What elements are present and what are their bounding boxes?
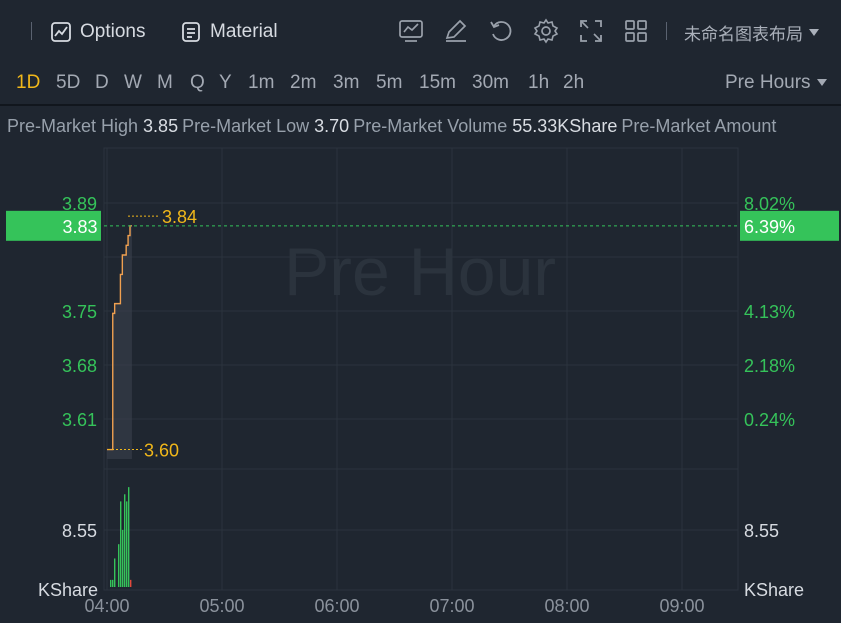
draw-pencil-icon[interactable] bbox=[443, 18, 469, 44]
volume-axis-label: 8.55 bbox=[744, 521, 779, 541]
period-tab-15m[interactable]: 15m bbox=[419, 72, 456, 93]
period-tab-5d[interactable]: 5D bbox=[56, 72, 81, 93]
fullscreen-icon[interactable] bbox=[578, 18, 604, 44]
volume-unit-label: KShare bbox=[38, 580, 98, 600]
period-tab-m[interactable]: M bbox=[157, 72, 173, 93]
percent-axis-label: 2.18% bbox=[744, 356, 795, 376]
price-axis-label: 3.89 bbox=[62, 194, 97, 214]
stat-label: Pre-Market High bbox=[7, 116, 144, 136]
current-change-tag bbox=[740, 210, 839, 241]
settings-gear-icon[interactable] bbox=[533, 18, 559, 44]
period-tab-q[interactable]: Q bbox=[190, 72, 205, 93]
volume-bar bbox=[124, 494, 126, 587]
volume-unit-label: KShare bbox=[744, 580, 804, 600]
period-tab-5m[interactable]: 5m bbox=[376, 72, 403, 93]
time-axis-label: 08:00 bbox=[544, 596, 589, 616]
toolbar-divider bbox=[31, 22, 32, 40]
period-tab-2m[interactable]: 2m bbox=[290, 72, 317, 93]
period-tabs: 1D 5D D W M Q Y 1m 2m 3m 5m 15m 30m 1h 2h Pre Hours bbox=[0, 62, 841, 106]
material-label: Material bbox=[210, 21, 278, 42]
volume-bar bbox=[128, 487, 130, 587]
current-price-tag bbox=[6, 210, 101, 241]
price-line bbox=[107, 225, 132, 451]
volume-axis-label: 8.55 bbox=[62, 521, 97, 541]
options-button[interactable]: Options bbox=[50, 18, 145, 46]
percent-axis-label: 8.02% bbox=[744, 194, 795, 214]
caret-down-icon bbox=[809, 28, 819, 36]
high-marker-label: 3.84 bbox=[162, 207, 197, 227]
stat-label: Pre-Market Amount bbox=[621, 116, 777, 136]
price-chart[interactable]: Pre Hour 3.89 3.75 3.68 3.61 8.02% 4.13% 2.18% 0… bbox=[0, 144, 841, 623]
percent-axis-label: 0.24% bbox=[744, 410, 795, 430]
options-label: Options bbox=[80, 21, 146, 42]
period-tab-1h[interactable]: 1h bbox=[528, 72, 550, 93]
top-toolbar: Options Material 未命名图表布局 bbox=[0, 0, 841, 62]
watermark-text: Pre Hour bbox=[284, 234, 556, 310]
volume-bar bbox=[126, 501, 128, 587]
volume-bar bbox=[118, 544, 120, 587]
time-axis-label: 09:00 bbox=[659, 596, 704, 616]
chart-options-icon bbox=[51, 22, 71, 42]
layout-name-label: 未命名图表布局 bbox=[684, 25, 803, 45]
volume-bar bbox=[114, 558, 116, 587]
price-axis-label: 3.61 bbox=[62, 410, 97, 430]
session-selector[interactable]: Pre Hours bbox=[725, 72, 827, 94]
price-axis-label: 3.75 bbox=[62, 302, 97, 322]
volume-bar bbox=[122, 529, 124, 587]
period-tab-y[interactable]: Y bbox=[219, 72, 232, 93]
toolbar-divider bbox=[666, 22, 667, 40]
price-axis-label: 3.68 bbox=[62, 356, 97, 376]
period-tab-w[interactable]: W bbox=[124, 72, 142, 93]
session-selector-label: Pre Hours bbox=[725, 72, 811, 93]
low-marker-label: 3.60 bbox=[144, 441, 179, 461]
volume-bar bbox=[130, 579, 132, 587]
period-tab-30m[interactable]: 30m bbox=[472, 72, 509, 93]
time-axis-label: 06:00 bbox=[314, 596, 359, 616]
layout-selector[interactable]: 未命名图表布局 bbox=[684, 20, 819, 45]
stat-label: Pre-Market Low bbox=[182, 116, 315, 136]
caret-down-icon bbox=[816, 79, 827, 86]
price-area bbox=[107, 225, 132, 459]
volume-bar bbox=[120, 501, 122, 587]
period-tab-1m[interactable]: 1m bbox=[248, 72, 275, 93]
period-tab-d[interactable]: D bbox=[95, 72, 109, 93]
layout-grid-icon[interactable] bbox=[623, 18, 649, 44]
time-axis-label: 05:00 bbox=[199, 596, 244, 616]
period-tab-2h[interactable]: 2h bbox=[563, 72, 585, 93]
percent-axis-label: 4.13% bbox=[744, 302, 795, 322]
current-change-label: 6.39% bbox=[744, 217, 795, 237]
indicator-icon[interactable] bbox=[398, 18, 424, 44]
volume-bar bbox=[110, 579, 112, 587]
document-icon bbox=[182, 22, 200, 42]
reset-icon[interactable] bbox=[488, 18, 514, 44]
stat-value: 3.70 bbox=[314, 116, 350, 136]
time-axis-label: 07:00 bbox=[429, 596, 474, 616]
material-button[interactable]: Material bbox=[180, 18, 278, 46]
stat-value: 3.85 bbox=[143, 116, 179, 136]
current-price-label: 3.83 bbox=[62, 217, 97, 237]
chart-frame bbox=[103, 147, 739, 591]
period-tab-3m[interactable]: 3m bbox=[333, 72, 360, 93]
stat-value: 55.33KShare bbox=[512, 116, 618, 136]
stat-label: Pre-Market Volume bbox=[353, 116, 513, 136]
period-tab-1d[interactable]: 1D bbox=[16, 72, 41, 93]
pre-market-stats: Pre-Market High 3.85 Pre-Market Low 3.70 P… bbox=[7, 116, 776, 137]
time-axis-label: 04:00 bbox=[84, 596, 129, 616]
volume-bar bbox=[112, 579, 114, 587]
chart-canvas: Pre Hour 3.89 3.75 3.68 3.61 8.02% 4.13% 2.18% 0… bbox=[6, 147, 839, 616]
